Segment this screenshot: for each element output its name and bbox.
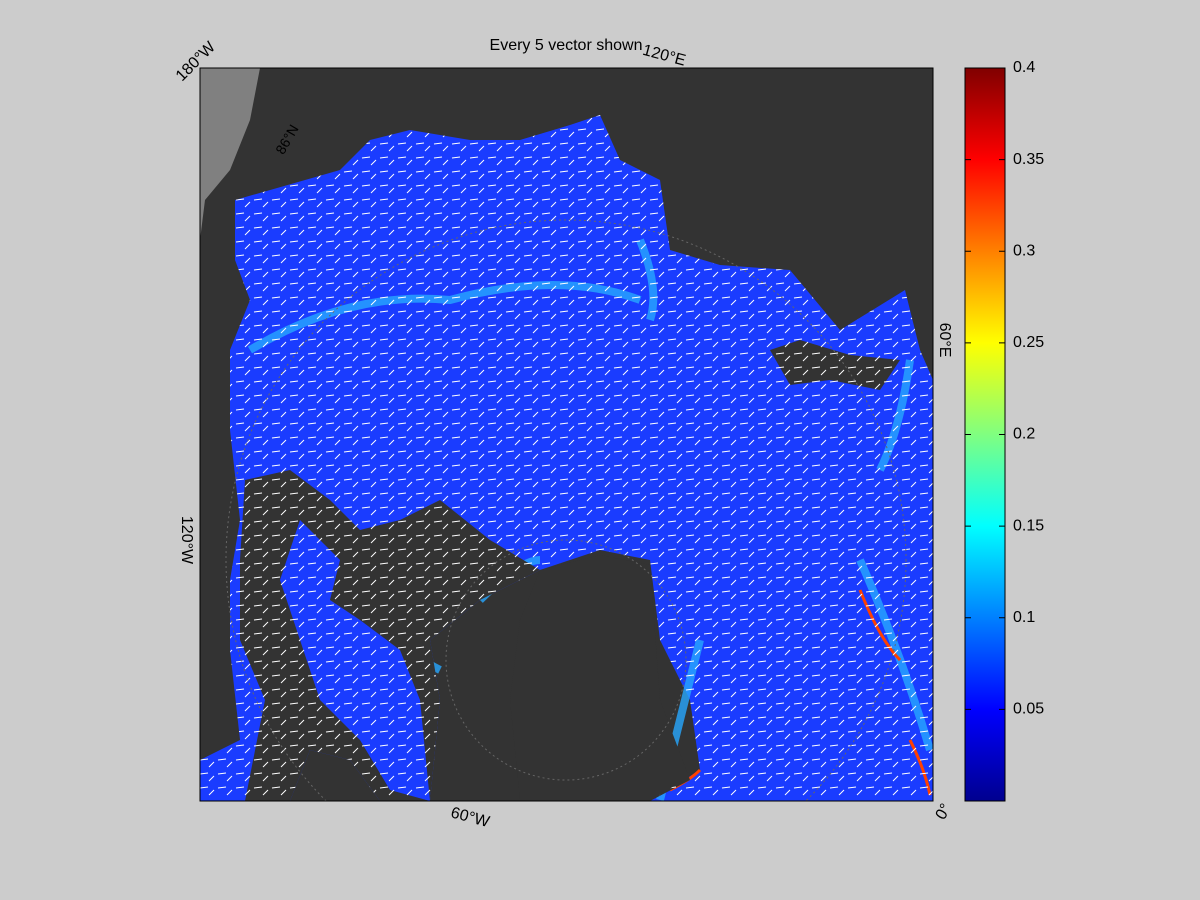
land-shade [200, 68, 260, 240]
map-title: Every 5 vector shown [490, 37, 643, 54]
greenland [510, 555, 690, 801]
graticule [225, 219, 907, 801]
colorbar-tick-label: 0.2 [1013, 426, 1035, 443]
lon-label: 60°E [936, 323, 953, 358]
colorbar-tick-label: 0.4 [1013, 59, 1035, 76]
lon-label: 120°E [641, 42, 688, 70]
lon-label: 0° [933, 801, 955, 823]
colorbar-tick-label: 0.05 [1013, 701, 1044, 718]
graticule [445, 539, 687, 781]
colorbar: 0.05 0.1 0.15 0.2 0.25 0.3 0.35 0.4 [964, 59, 1044, 802]
map [200, 68, 933, 801]
map-frame [199, 67, 934, 802]
colorbar-tick-label: 0.15 [1013, 517, 1044, 534]
colorbar-tick-label: 0.25 [1013, 334, 1044, 351]
colorbar-tick-label: 0.3 [1013, 242, 1035, 259]
velocity-vectors [200, 115, 933, 801]
colorbar-tick-label: 0.1 [1013, 609, 1035, 626]
lon-label: 60°W [449, 804, 492, 831]
colorbar-tick-label: 0.35 [1013, 151, 1044, 168]
lon-label: 120°W [178, 516, 195, 565]
